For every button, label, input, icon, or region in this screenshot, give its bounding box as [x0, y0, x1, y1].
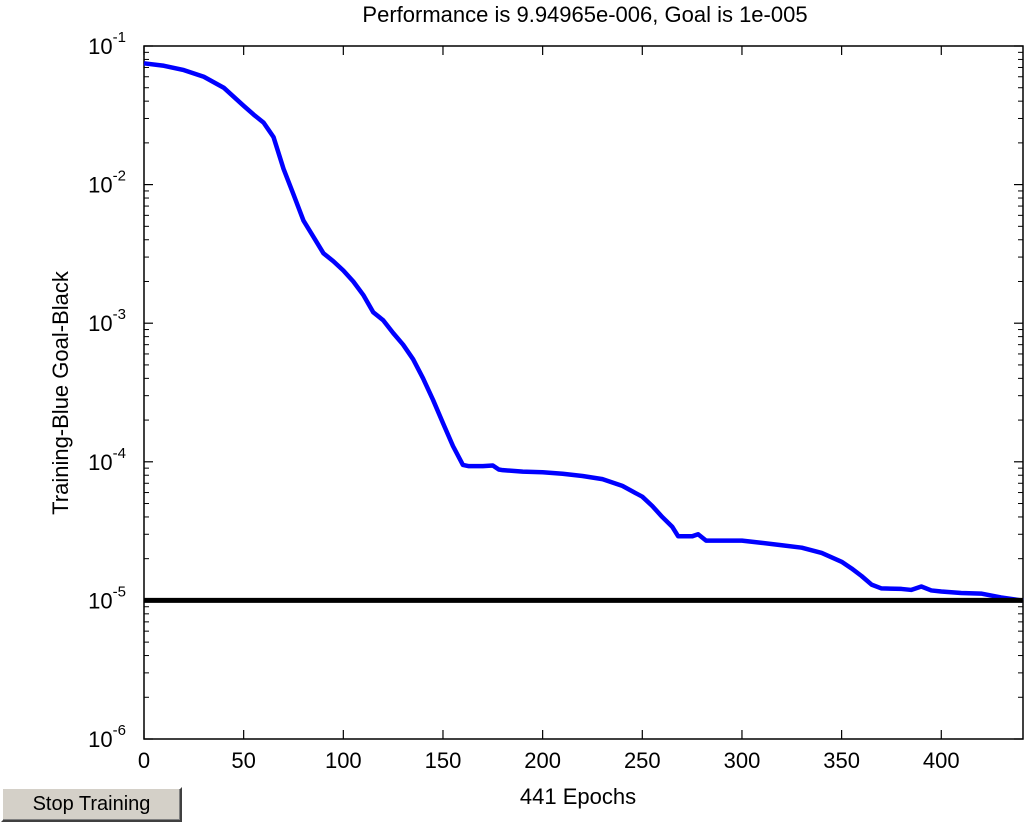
y-tick-exponent: -6 [113, 722, 126, 739]
y-tick-base: 10 [88, 588, 112, 613]
x-axis-label: 441 Epochs [520, 784, 636, 809]
x-tick-label: 400 [923, 748, 960, 773]
y-tick-label: 10-4 [88, 445, 126, 475]
x-tick-label: 350 [823, 748, 860, 773]
y-axis-label: Training-Blue Goal-Black [48, 270, 73, 515]
x-tick-label: 250 [624, 748, 661, 773]
y-tick-label: 10-3 [88, 306, 126, 336]
training-line [143, 61, 1024, 603]
y-tick-exponent: -3 [113, 306, 126, 323]
stop-training-button[interactable]: Stop Training [1, 787, 182, 822]
series-layer [143, 61, 1024, 603]
y-tick-exponent: -5 [113, 583, 126, 600]
y-tick-base: 10 [88, 311, 112, 336]
y-tick-label: 10-2 [88, 168, 126, 198]
y-tick-exponent: -1 [113, 29, 126, 46]
y-tick-base: 10 [88, 173, 112, 198]
axis-ticks: 0 50 100 150 200 250 300 350 40010-610-510-410-3… [88, 29, 1023, 773]
y-tick-exponent: -2 [113, 168, 126, 185]
y-tick-base: 10 [88, 727, 112, 752]
x-tick-label: 50 [231, 748, 255, 773]
x-tick-label: 100 [325, 748, 362, 773]
x-tick-label: 200 [524, 748, 561, 773]
x-tick-label: 0 [138, 748, 150, 773]
x-tick-label: 150 [425, 748, 462, 773]
y-tick-base: 10 [88, 450, 112, 475]
chart-title: Performance is 9.94965e-006, Goal is 1e-… [362, 2, 807, 27]
x-tick-label: 300 [724, 748, 761, 773]
y-tick-label: 10-6 [88, 722, 126, 752]
y-tick-label: 10-5 [88, 583, 126, 613]
y-tick-base: 10 [88, 34, 112, 59]
plot-area-frame [143, 45, 1024, 740]
y-tick-exponent: -4 [113, 445, 126, 462]
y-tick-label: 10-1 [88, 29, 126, 59]
